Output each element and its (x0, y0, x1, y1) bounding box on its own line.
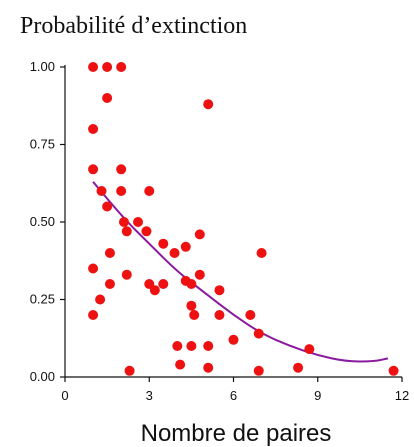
data-point (88, 310, 99, 320)
data-point (102, 201, 113, 212)
x-tick-label: 9 (314, 388, 321, 403)
data-point (228, 334, 239, 345)
data-point (104, 279, 115, 289)
y-tick-label: 0.00 (30, 369, 55, 384)
data-point (158, 279, 169, 289)
y-tick-label: 0.50 (30, 214, 55, 229)
data-point (293, 362, 304, 373)
x-tick-label: 3 (146, 388, 153, 403)
data-point (186, 341, 197, 351)
fit-curve (92, 181, 389, 363)
data-point (194, 229, 205, 240)
chart-title: Probabilité d’extinction (20, 13, 247, 39)
data-point (172, 341, 183, 351)
data-point (121, 226, 132, 237)
data-point (180, 241, 191, 252)
data-point (175, 359, 186, 370)
scatter-points (88, 62, 399, 376)
data-point (88, 62, 99, 72)
x-tick-label: 12 (395, 388, 409, 403)
data-point (169, 248, 180, 258)
data-point (388, 365, 399, 376)
x-ticks: 0 3 6 9 12 (61, 377, 409, 403)
data-point (116, 186, 127, 196)
data-point (102, 93, 113, 103)
data-point (88, 164, 99, 175)
data-point (186, 279, 197, 289)
data-point (116, 164, 127, 175)
data-point (245, 310, 256, 320)
data-point (203, 362, 214, 373)
data-point (214, 310, 225, 320)
data-point (144, 186, 155, 196)
data-point (194, 269, 205, 280)
data-point (96, 186, 107, 196)
data-point (104, 248, 115, 258)
y-ticks: 0.00 0.25 0.50 0.75 1.00 (30, 59, 65, 384)
data-point (203, 99, 214, 110)
data-point (253, 328, 264, 339)
data-point (116, 62, 127, 72)
x-tick-label: 0 (61, 388, 68, 403)
y-tick-label: 0.75 (30, 137, 55, 152)
data-point (304, 344, 315, 355)
plot-area (64, 65, 402, 378)
data-point (88, 124, 99, 134)
data-point (121, 269, 132, 280)
y-tick-label: 1.00 (30, 59, 55, 74)
data-point (141, 226, 152, 237)
data-point (95, 294, 106, 305)
data-point (256, 248, 267, 258)
x-tick-label: 6 (230, 388, 237, 403)
data-point (253, 365, 264, 376)
data-point (189, 310, 200, 320)
data-point (214, 285, 225, 296)
data-point (186, 300, 197, 311)
x-axis-label: Nombre de paires (141, 420, 332, 447)
data-point (102, 62, 113, 72)
data-point (149, 285, 160, 296)
data-point (158, 238, 169, 249)
data-point (88, 263, 99, 274)
data-point (124, 365, 135, 376)
data-point (203, 341, 214, 351)
data-point (118, 217, 129, 227)
data-point (133, 217, 144, 227)
y-tick-label: 0.25 (30, 292, 55, 307)
